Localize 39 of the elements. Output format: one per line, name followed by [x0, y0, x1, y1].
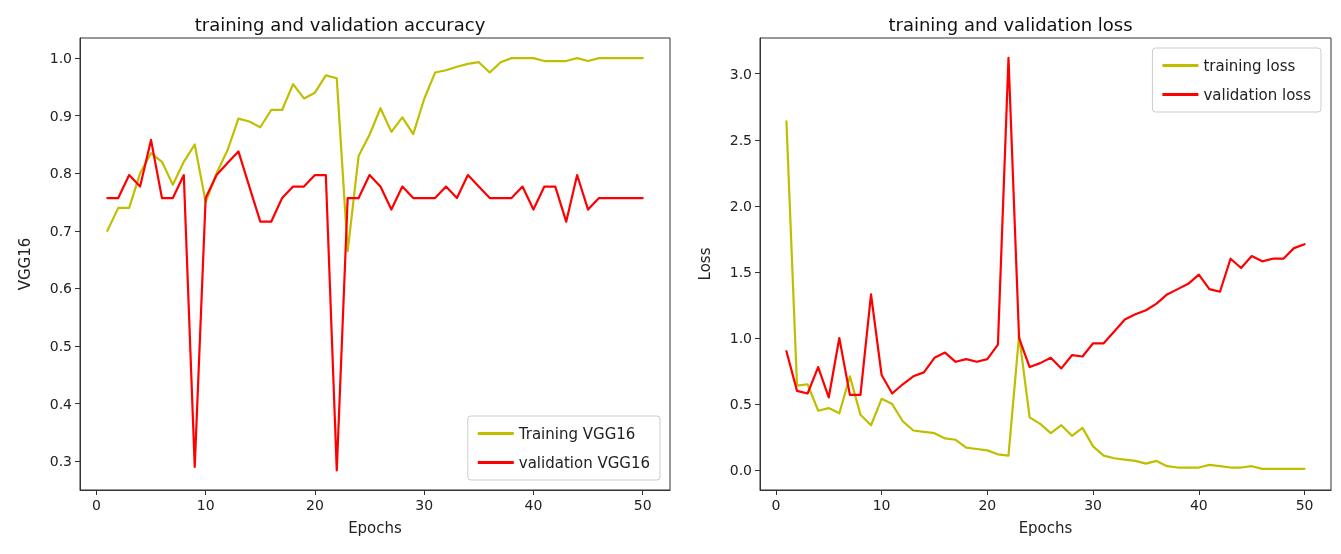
- x-tick-label: 40: [524, 497, 543, 513]
- x-tick-label: 10: [196, 497, 215, 513]
- y-axis-title: Loss: [695, 247, 714, 281]
- y-tick-label: 1.0: [729, 330, 752, 347]
- y-tick-label: 0.8: [49, 165, 72, 182]
- x-axis-title: Epochs: [1018, 518, 1073, 537]
- y-tick-label: 0.9: [49, 107, 72, 124]
- x-tick-label: 50: [1295, 497, 1314, 513]
- y-tick-label: 0.5: [49, 338, 72, 355]
- y-tick-label: 0.4: [49, 395, 73, 412]
- y-tick-label: 2.0: [729, 197, 752, 214]
- x-tick-label: 30: [1084, 497, 1102, 513]
- chart-title: training and validation accuracy: [194, 13, 486, 35]
- x-tick-label: 20: [978, 497, 997, 513]
- legend-label: validation loss: [1203, 85, 1312, 104]
- x-tick-label: 50: [633, 497, 652, 513]
- chart-title: training and validation loss: [888, 13, 1133, 35]
- y-tick-label: 3.0: [729, 65, 752, 82]
- x-tick-label: 40: [1189, 497, 1208, 513]
- x-tick-label: 0: [771, 497, 781, 513]
- legend-label: validation VGG16: [518, 453, 651, 472]
- y-tick-label: 0.0: [729, 462, 752, 479]
- line-series: [106, 57, 644, 253]
- x-tick-label: 20: [305, 497, 324, 513]
- legend-label: training loss: [1203, 56, 1296, 75]
- x-axis-title: Epochs: [348, 518, 403, 537]
- y-tick-label: 0.3: [49, 453, 72, 470]
- y-axis-title: VGG16: [15, 237, 34, 291]
- y-tick-label: 1.0: [49, 50, 72, 67]
- y-tick-label: 0.5: [729, 396, 752, 413]
- x-tick-label: 30: [415, 497, 434, 513]
- y-tick-label: 1.5: [729, 263, 752, 280]
- y-tick-label: 2.5: [729, 131, 752, 148]
- legend-label: Training VGG16: [517, 424, 636, 443]
- line-series: [785, 120, 1306, 470]
- y-tick-label: 0.7: [49, 222, 72, 239]
- x-tick-label: 10: [872, 497, 891, 513]
- x-tick-label: 0: [91, 497, 101, 513]
- y-tick-label: 0.6: [49, 280, 73, 297]
